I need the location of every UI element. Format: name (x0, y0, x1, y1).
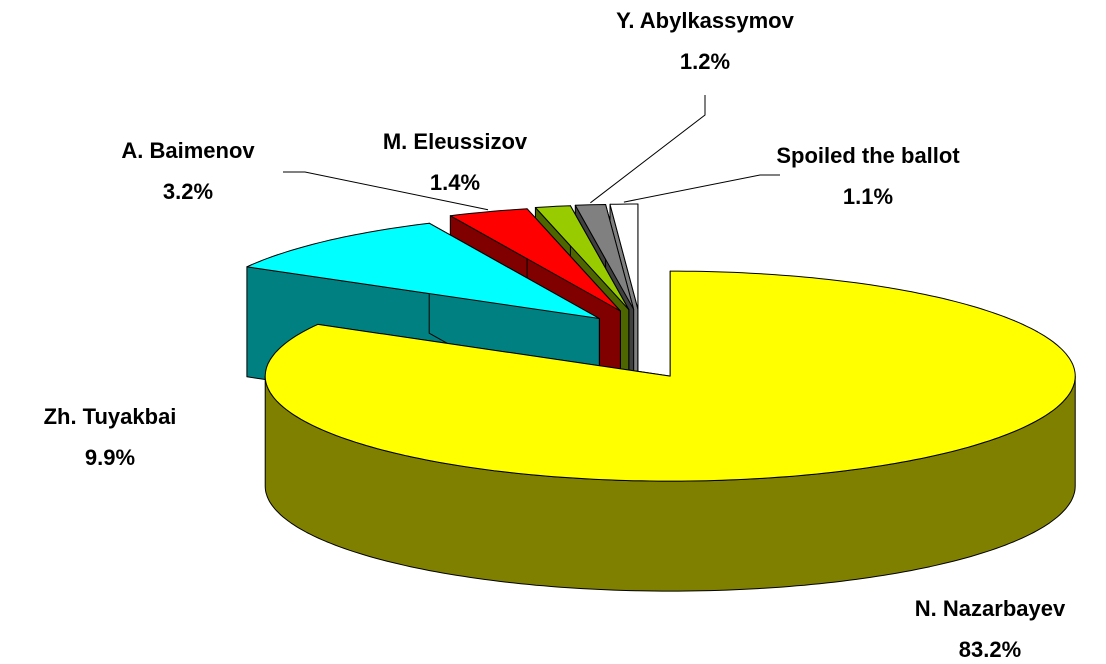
slice (574, 204, 635, 310)
slice-value-label: 83.2% (959, 637, 1021, 662)
slice-value-label: 3.2% (163, 179, 213, 204)
slice (609, 203, 639, 310)
slice-value-label: 1.4% (430, 170, 480, 195)
slice-label: N. Nazarbayev (915, 596, 1066, 621)
slice (534, 205, 630, 311)
slice-label: M. Eleussizov (383, 129, 528, 154)
slice (449, 208, 621, 312)
slice-label: Spoiled the ballot (776, 143, 960, 168)
slice-value-label: 1.2% (680, 49, 730, 74)
leader-line (623, 174, 780, 203)
slice-label: Zh. Tuyakbai (44, 404, 177, 429)
slice-label: Y. Abylkassymov (616, 8, 794, 33)
slice (246, 222, 600, 319)
slice-value-label: 9.9% (85, 445, 135, 470)
leader-line (283, 171, 489, 211)
slice-value-label: 1.1% (843, 184, 893, 209)
leader-line (590, 95, 706, 204)
slice (264, 270, 1076, 482)
slice-label: A. Baimenov (121, 138, 255, 163)
